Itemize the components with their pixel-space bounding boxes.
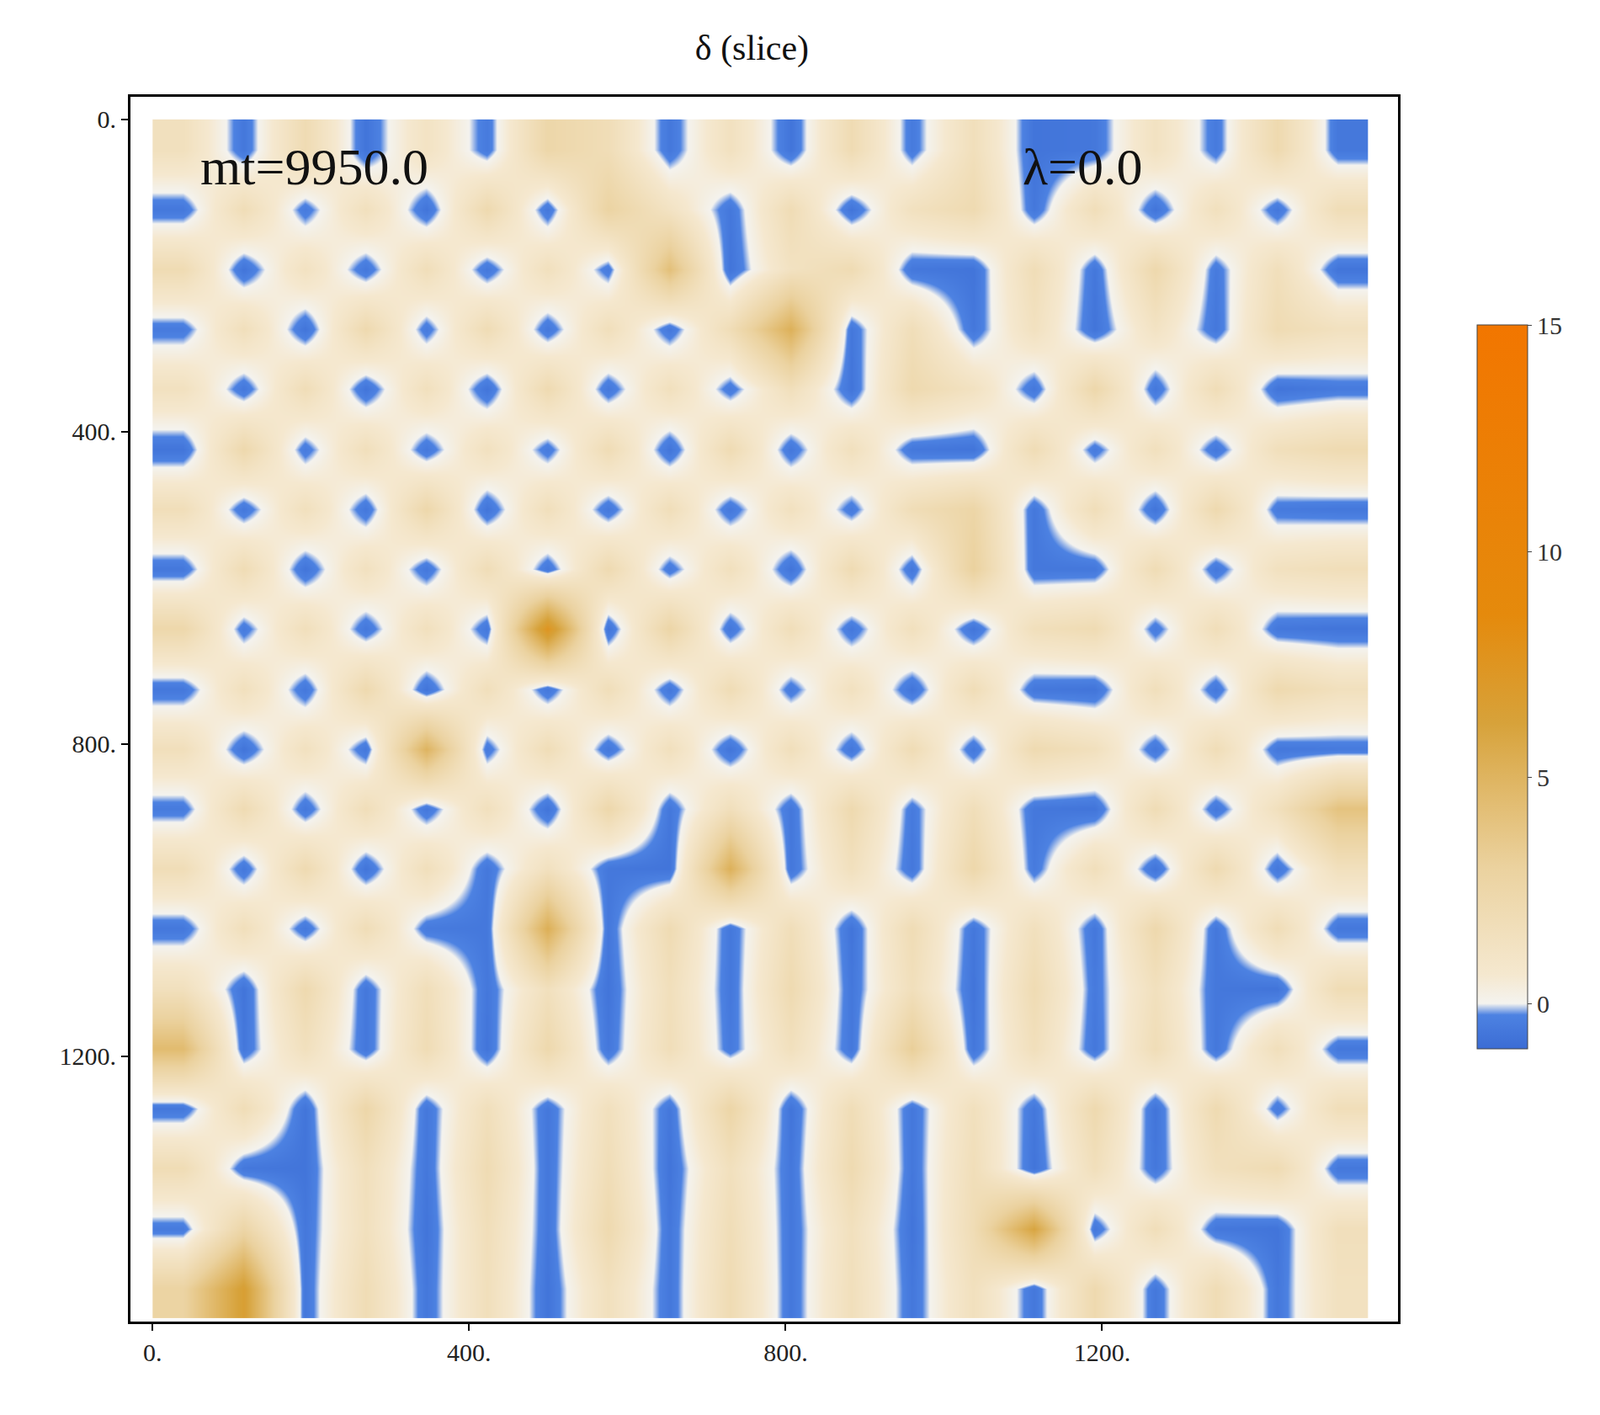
svg-text:800.: 800. (72, 729, 117, 758)
svg-text:λ=0.0: λ=0.0 (1022, 138, 1143, 196)
svg-text:δ (slice): δ (slice) (695, 28, 809, 69)
svg-text:400.: 400. (72, 417, 117, 446)
svg-text:0.: 0. (97, 105, 117, 133)
svg-text:1200.: 1200. (1073, 1338, 1132, 1367)
svg-text:1200.: 1200. (59, 1041, 117, 1070)
svg-text:400.: 400. (446, 1338, 492, 1367)
svg-text:0.: 0. (143, 1338, 163, 1367)
svg-text:15: 15 (1536, 311, 1563, 340)
svg-text:10: 10 (1536, 537, 1563, 566)
svg-text:mt=9950.0: mt=9950.0 (200, 138, 429, 196)
svg-text:5: 5 (1536, 763, 1550, 792)
svg-text:800.: 800. (763, 1338, 808, 1367)
svg-text:0: 0 (1536, 989, 1550, 1018)
